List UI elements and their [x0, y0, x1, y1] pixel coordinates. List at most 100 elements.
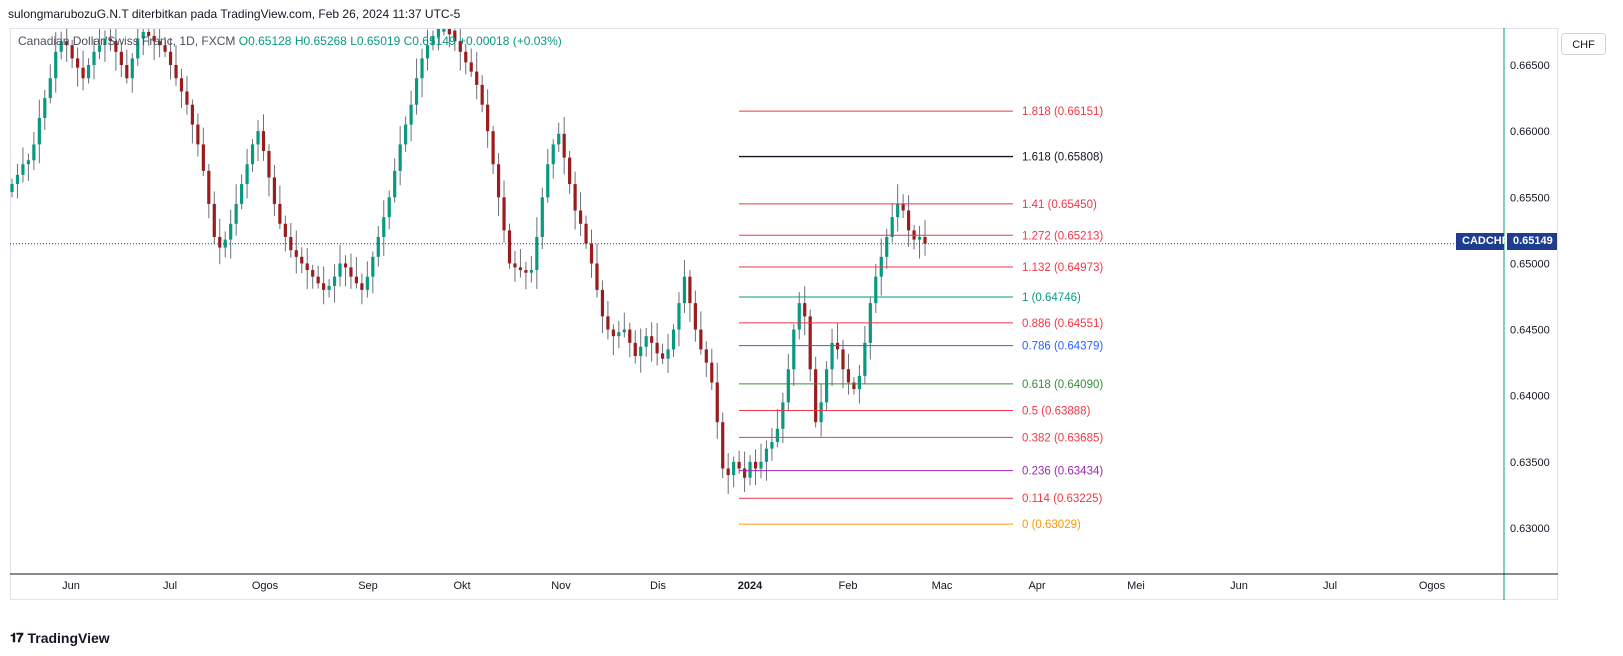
last-price-symbol-tag: CADCHF [1456, 233, 1508, 250]
candle-body [81, 67, 85, 79]
candle-body [97, 45, 102, 52]
candle-body [212, 203, 216, 237]
candle-body [753, 461, 758, 469]
candle-body [365, 276, 369, 290]
fib-level-label: 0.786 (0.64379) [1022, 341, 1103, 353]
tradingview-logo[interactable]: 𝟏𝟕 TradingView [10, 630, 110, 646]
fib-level-label: 0.618 (0.64090) [1022, 379, 1103, 391]
candle-body [792, 329, 796, 370]
y-tick-label: 0.64500 [1510, 325, 1550, 337]
candle-body [108, 38, 113, 42]
candle-body [775, 428, 779, 443]
candle-body [114, 41, 118, 52]
candle-body [628, 329, 632, 343]
y-tick-label: 0.64000 [1510, 391, 1550, 403]
candle-body [190, 104, 195, 125]
low-value: L0.65019 [350, 34, 401, 48]
candle-body [529, 270, 533, 273]
candle-body [371, 256, 375, 277]
candle-body [677, 303, 681, 330]
candle-body [294, 250, 298, 257]
candle-body [442, 29, 446, 32]
candle-body [540, 197, 544, 237]
candle-body [622, 329, 626, 333]
candle-body [906, 210, 911, 231]
fib-level-label: 1 (0.64746) [1022, 292, 1081, 304]
candle-body [797, 303, 801, 330]
logo-text: TradingView [27, 630, 110, 646]
candle-body [32, 144, 36, 161]
candle-body [721, 422, 725, 469]
candle-body [332, 276, 337, 286]
candle-body [436, 29, 441, 37]
candle-body [486, 104, 490, 132]
candle-body [70, 45, 74, 59]
candle-body [639, 346, 643, 357]
candle-body [201, 144, 205, 171]
currency-button[interactable]: CHF [1561, 33, 1606, 55]
candle-body [420, 58, 424, 79]
candle-body [207, 170, 211, 204]
candle-body [163, 45, 167, 52]
candle-body [901, 203, 905, 211]
candle-body [338, 263, 342, 277]
fib-level-label: 0.5 (0.63888) [1022, 406, 1091, 418]
fib-level-label: 1.272 (0.65213) [1022, 230, 1103, 242]
candle-body [158, 41, 162, 46]
candle-body [54, 51, 58, 79]
candle-body [86, 65, 91, 79]
x-tick-label: Ogos [1419, 580, 1446, 592]
candle-body [611, 329, 615, 337]
candle-body [447, 29, 451, 35]
candle-body [573, 184, 577, 211]
candle-body [578, 210, 583, 224]
candle-body [726, 468, 730, 476]
candle-body [431, 35, 435, 46]
candle-body [513, 263, 517, 268]
candle-body [464, 51, 468, 63]
candle-body [152, 35, 156, 42]
candle-body [283, 223, 287, 237]
fib-level-label: 1.132 (0.64973) [1022, 262, 1103, 274]
candle-body [693, 303, 697, 330]
candle-body [130, 58, 134, 79]
candle-body [890, 217, 894, 237]
candle-body [568, 157, 572, 185]
candle-body [316, 276, 320, 284]
candle-body [245, 164, 249, 185]
candle-body [688, 276, 692, 304]
candle-body [458, 41, 462, 52]
candle-body [322, 283, 326, 290]
candle-body [234, 203, 238, 224]
tradingview-logo-icon: 𝟏𝟕 [10, 630, 24, 645]
x-tick-label: Mac [932, 580, 953, 592]
candle-body [136, 38, 140, 59]
fib-level-label: 0.236 (0.63434) [1022, 466, 1103, 478]
candle-body [874, 276, 878, 304]
candle-body [764, 448, 769, 462]
candle-body [414, 78, 419, 105]
candle-body [786, 369, 790, 403]
y-tick-label: 0.65000 [1510, 258, 1550, 270]
candle-body [103, 38, 107, 46]
chart-area[interactable] [10, 28, 1558, 600]
fib-level-label: 0.382 (0.63685) [1022, 432, 1103, 444]
last-price-value-tag: 0.65149 [1507, 233, 1557, 250]
x-tick-label: 2024 [738, 580, 763, 592]
fib-level-label: 1.818 (0.66151) [1022, 106, 1103, 118]
candle-body [59, 41, 63, 52]
candle-body [655, 342, 659, 354]
candle-body [748, 461, 752, 478]
candle-body [354, 276, 359, 284]
candle-body [256, 131, 260, 145]
x-tick-label: Sep [358, 580, 378, 592]
candle-body [671, 329, 676, 350]
candle-body [562, 133, 566, 158]
candle-body [518, 267, 523, 271]
candle-body [141, 31, 145, 39]
candle-body [633, 342, 637, 357]
symbol-legend: Canadian Dollar/Swiss Franc, 1D, FXCM O0… [18, 34, 562, 48]
candle-body [507, 230, 512, 264]
candle-body [343, 263, 348, 268]
